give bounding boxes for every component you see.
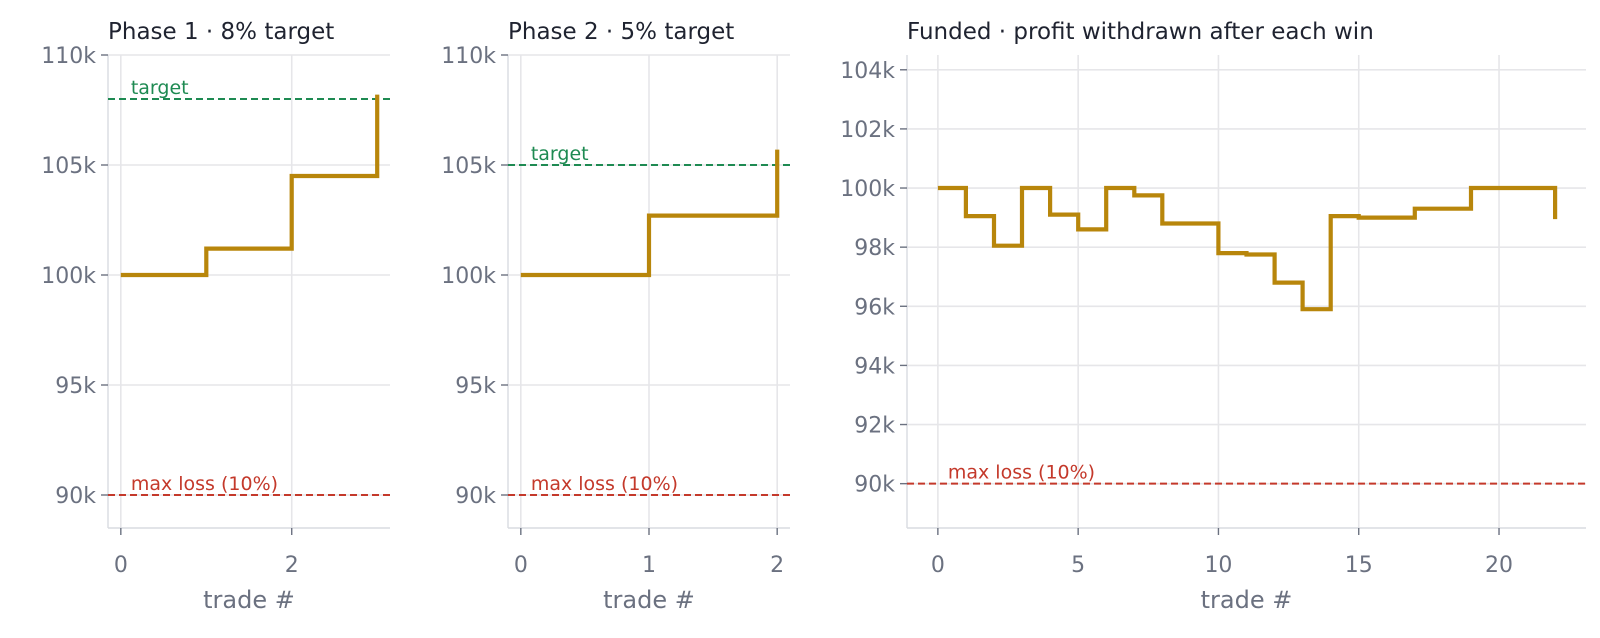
x-axis-label: trade #	[203, 586, 295, 614]
y-tick-label-1: 92k	[854, 414, 895, 439]
x-tick-label-0: 0	[514, 553, 528, 578]
panel-title: Phase 1 · 8% target	[108, 19, 334, 45]
y-tick-label-4: 110k	[441, 44, 496, 69]
panel-title: Funded · profit withdrawn after each win	[907, 19, 1374, 45]
y-tick-label-1: 95k	[455, 374, 496, 399]
chart-panel-3: 90k 92k 94k 96k 98k 100k 102k 104k 0 5 10 15 20 max l…	[840, 19, 1586, 614]
y-tick-label-5: 100k	[840, 177, 895, 202]
x-tick-label-3: 15	[1345, 553, 1373, 578]
x-axis-label: trade #	[1201, 586, 1293, 614]
equity-series-line	[520, 149, 780, 278]
reference-label-target: target	[531, 143, 589, 165]
reference-label-max_loss: max loss (10%)	[131, 473, 278, 495]
y-tick-label-2: 94k	[854, 354, 895, 379]
x-tick-label-1: 5	[1071, 553, 1085, 578]
y-tick-label-2: 100k	[41, 264, 96, 289]
y-tick-label-2: 100k	[441, 264, 496, 289]
reference-label-max_loss: max loss (10%)	[948, 462, 1095, 484]
y-tick-label-4: 110k	[41, 44, 96, 69]
y-tick-label-0: 90k	[854, 473, 895, 498]
y-tick-label-1: 95k	[55, 374, 96, 399]
x-tick-label-2: 10	[1204, 553, 1232, 578]
equity-series-line	[937, 185, 1558, 312]
y-tick-label-0: 90k	[55, 484, 96, 509]
chart-panel-1: 90k 95k 100k 105k 110k 0 2 target max loss (10%)…	[41, 19, 390, 614]
x-tick-label-2: 2	[770, 553, 784, 578]
y-tick-label-0: 90k	[455, 484, 496, 509]
x-tick-label-1: 2	[285, 553, 299, 578]
x-tick-label-0: 0	[114, 553, 128, 578]
panel-title: Phase 2 · 5% target	[508, 19, 734, 45]
y-tick-label-7: 104k	[840, 59, 895, 84]
x-axis-label: trade #	[603, 586, 695, 614]
x-tick-label-0: 0	[931, 553, 945, 578]
y-tick-label-3: 105k	[441, 154, 496, 179]
x-tick-label-4: 20	[1485, 553, 1513, 578]
y-tick-label-3: 105k	[41, 154, 96, 179]
y-tick-label-4: 98k	[854, 236, 895, 261]
equity-series-line	[120, 94, 380, 278]
chart-panel-2: 90k 95k 100k 105k 110k 0 1 2 target max loss (10%…	[441, 19, 790, 614]
reference-label-max_loss: max loss (10%)	[531, 473, 678, 495]
y-tick-label-3: 96k	[854, 295, 895, 320]
y-tick-label-6: 102k	[840, 118, 895, 143]
reference-label-target: target	[131, 77, 189, 99]
x-tick-label-1: 1	[642, 553, 656, 578]
